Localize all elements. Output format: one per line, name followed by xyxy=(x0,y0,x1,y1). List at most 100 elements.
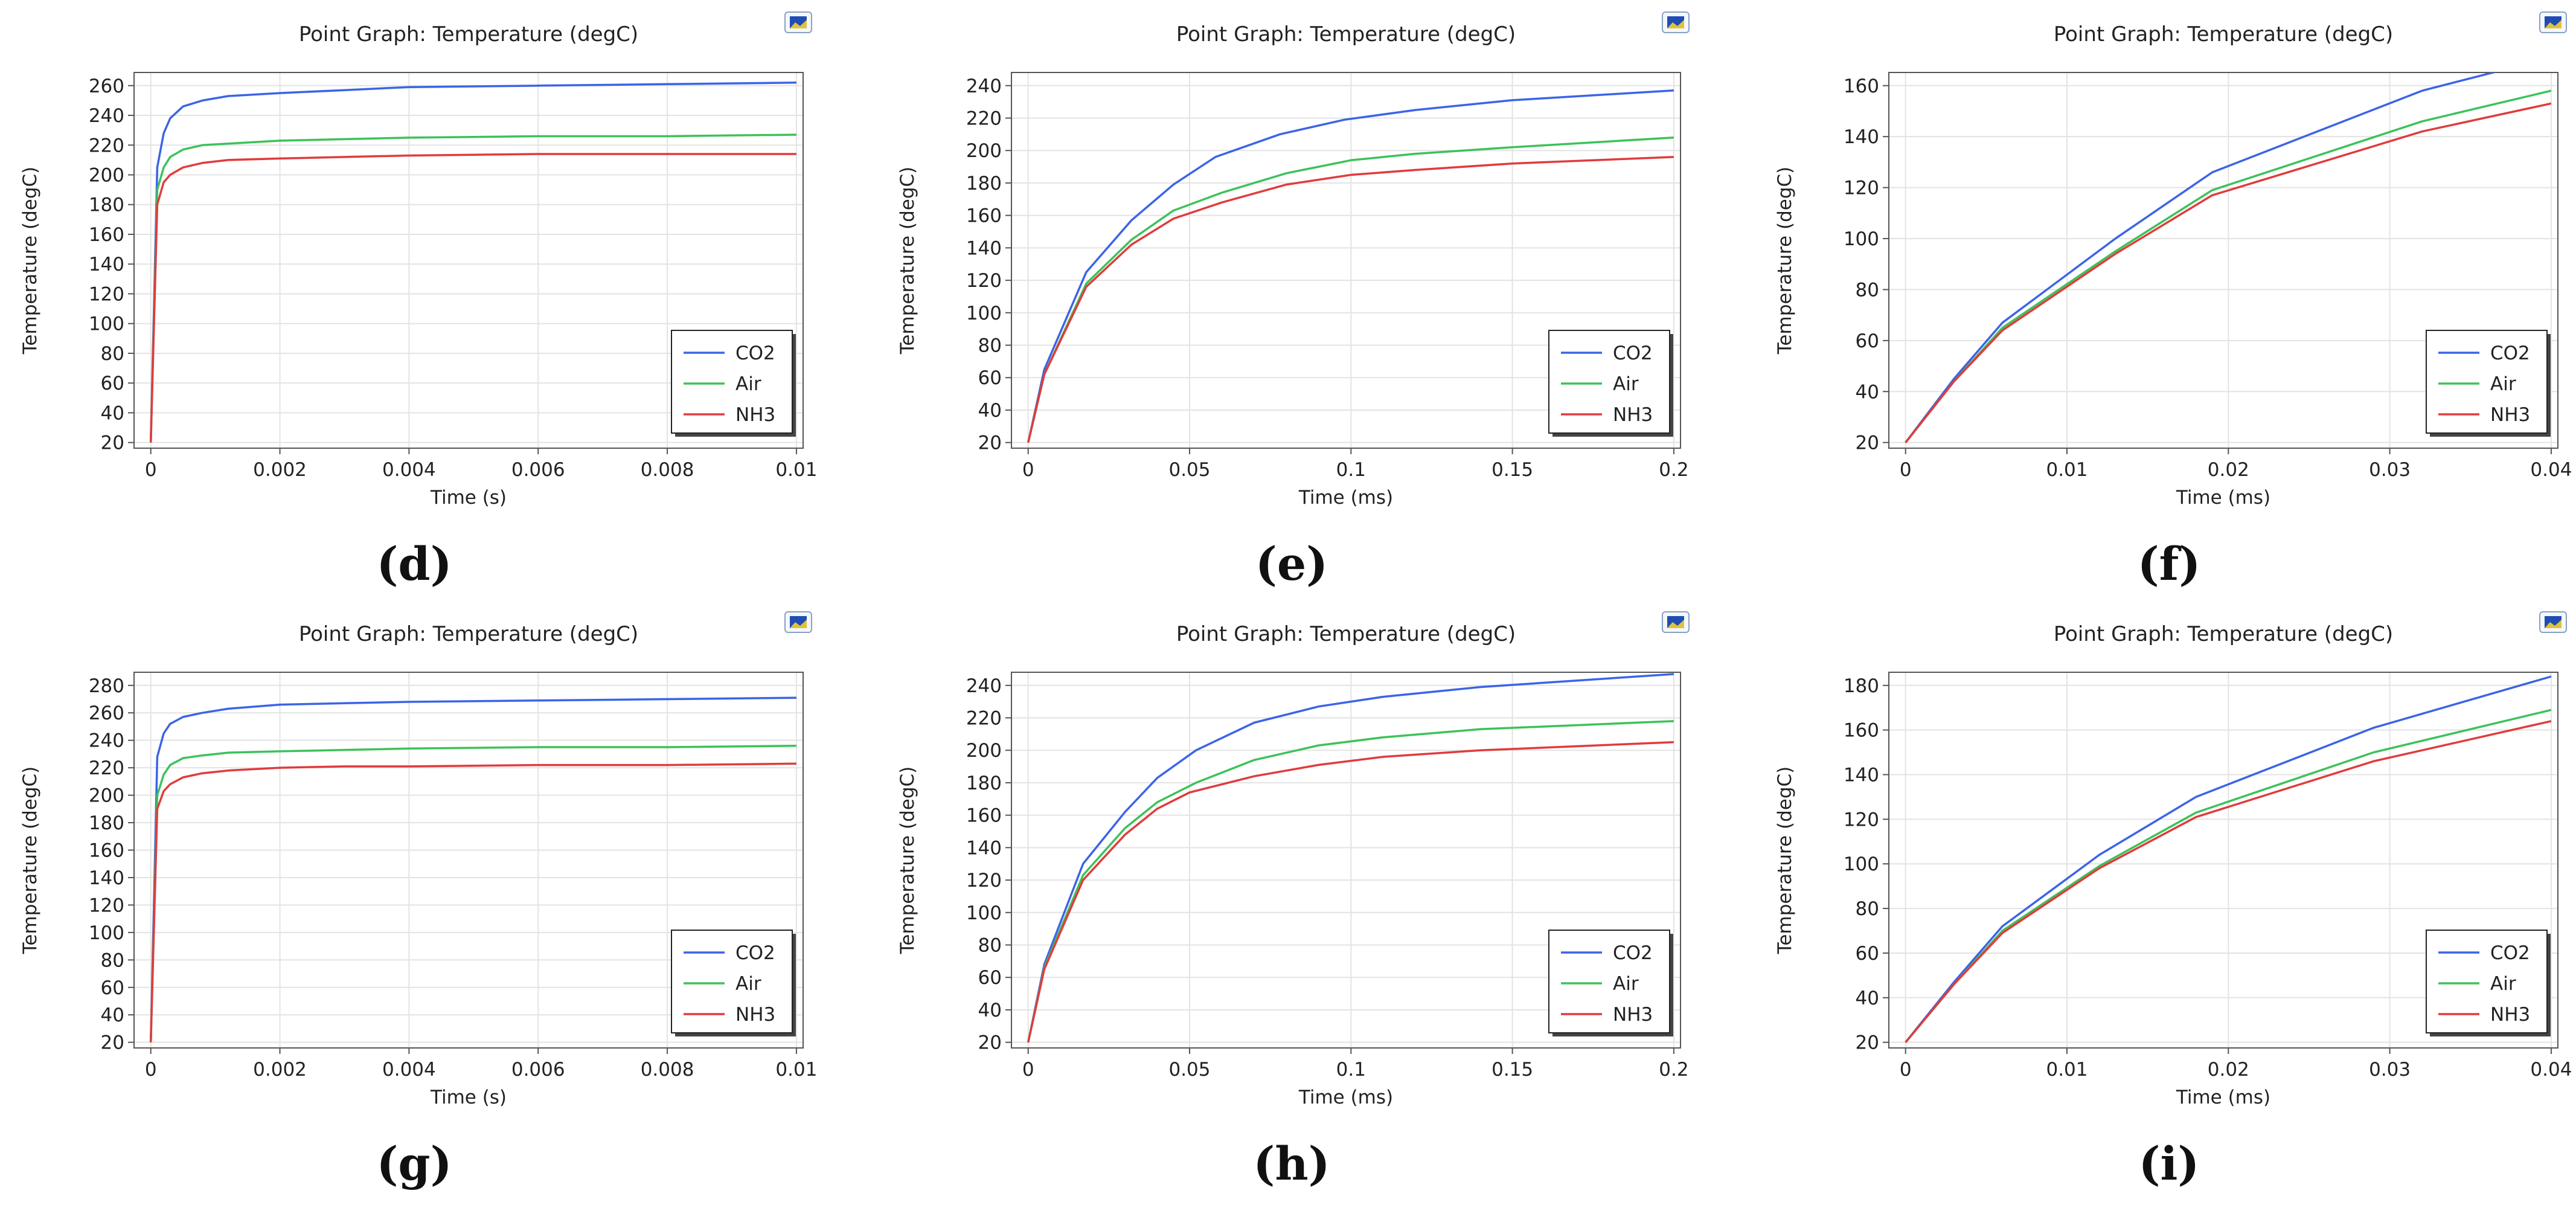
y-tick-label: 80 xyxy=(978,335,1002,357)
y-tick-label: 60 xyxy=(1856,943,1879,965)
y-tick-label: 140 xyxy=(89,254,124,275)
legend: CO2 Air NH3 xyxy=(2426,330,2551,437)
y-tick-label: 260 xyxy=(89,76,124,97)
chart-panel-2: Point Graph: Temperature (degC) 20 40 60 80 1… xyxy=(897,11,1690,591)
series-line-co2 xyxy=(1027,89,1674,443)
y-tick-label: 60 xyxy=(101,977,124,999)
legend-label: CO2 xyxy=(735,942,775,964)
y-tick-label: 120 xyxy=(966,870,1002,892)
y-tick-label: 80 xyxy=(1856,898,1879,920)
y-tick-label: 240 xyxy=(89,730,124,752)
image-export-icon[interactable] xyxy=(1662,611,1690,633)
x-tick-label: 0.2 xyxy=(1659,1059,1688,1081)
y-tick-label: 80 xyxy=(101,949,124,971)
x-tick-label: 0 xyxy=(1900,459,1912,481)
series-line-air xyxy=(149,745,796,1043)
series-group xyxy=(1027,89,1674,443)
y-tick-label: 20 xyxy=(1856,432,1879,454)
legend-label: NH3 xyxy=(2490,404,2530,426)
legend: CO2 Air NH3 xyxy=(2426,930,2551,1036)
x-tick-label: 0.04 xyxy=(2530,1059,2572,1081)
y-tick-label: 120 xyxy=(1844,809,1879,830)
legend-label: CO2 xyxy=(2490,942,2530,964)
legend-label: NH3 xyxy=(1613,1004,1653,1026)
series-line-air xyxy=(149,133,796,443)
panel-caption: (g) xyxy=(376,1137,452,1190)
y-tick-label: 180 xyxy=(966,773,1002,794)
legend-label: NH3 xyxy=(735,404,775,426)
x-tick-label: 0.008 xyxy=(641,459,694,481)
chart-panel-5: Point Graph: Temperature (degC) 20 40 60 80 1… xyxy=(897,611,1690,1190)
y-axis-label: Temperature (degC) xyxy=(19,167,41,355)
y-tick-label: 260 xyxy=(89,702,124,724)
y-tick-label: 20 xyxy=(101,1032,124,1054)
series-line-nh3 xyxy=(149,153,796,443)
chart-panel-3: Point Graph: Temperature (degC) 20 40 60 80 1… xyxy=(1774,11,2572,591)
panel-caption: (i) xyxy=(2139,1137,2200,1190)
legend-label: Air xyxy=(735,973,761,995)
x-tick-label: 0 xyxy=(145,459,157,481)
y-tick-label: 160 xyxy=(1844,76,1879,97)
legend-label: NH3 xyxy=(2490,1004,2530,1026)
image-export-icon[interactable] xyxy=(2539,11,2567,33)
chart-title: Point Graph: Temperature (degC) xyxy=(1176,22,1516,47)
x-tick-label: 0.004 xyxy=(382,1059,436,1081)
y-tick-label: 100 xyxy=(89,922,124,944)
image-export-icon[interactable] xyxy=(2539,611,2567,633)
x-tick-label: 0.008 xyxy=(641,1059,694,1081)
image-export-icon[interactable] xyxy=(1662,11,1690,33)
series-line-co2 xyxy=(1905,675,2552,1043)
series-group xyxy=(1027,673,1674,1043)
x-tick-label: 0.15 xyxy=(1491,1059,1533,1081)
x-axis-label: Time (ms) xyxy=(1298,1087,1393,1108)
legend-label: NH3 xyxy=(1613,404,1653,426)
chart-title: Point Graph: Temperature (degC) xyxy=(2054,22,2393,47)
series-line-nh3 xyxy=(149,762,796,1043)
image-export-icon[interactable] xyxy=(784,11,812,33)
y-tick-label: 180 xyxy=(1844,675,1879,697)
y-tick-label: 100 xyxy=(1844,853,1879,875)
y-tick-label: 220 xyxy=(966,108,1002,129)
series-group xyxy=(1905,675,2552,1043)
x-axis-label: Time (s) xyxy=(430,487,507,509)
series-line-air xyxy=(1027,720,1674,1043)
y-tick-label: 120 xyxy=(89,895,124,916)
plot-frame xyxy=(1011,672,1681,1049)
x-tick-label: 0.01 xyxy=(775,459,817,481)
legend-label: Air xyxy=(2490,973,2516,995)
x-axis-label: Time (ms) xyxy=(2176,487,2270,509)
x-tick-label: 0.01 xyxy=(2046,1059,2087,1081)
y-tick-label: 120 xyxy=(89,283,124,305)
legend-label: CO2 xyxy=(2490,342,2530,364)
chart-title: Point Graph: Temperature (degC) xyxy=(299,622,638,646)
x-tick-label: 0.006 xyxy=(511,459,565,481)
y-tick-label: 200 xyxy=(966,140,1002,162)
y-tick-label: 220 xyxy=(89,135,124,156)
x-tick-label: 0.03 xyxy=(2369,459,2411,481)
plot-frame xyxy=(1888,72,2558,449)
y-tick-label: 200 xyxy=(89,785,124,807)
series-group xyxy=(149,696,796,1043)
x-tick-label: 0.05 xyxy=(1168,459,1210,481)
y-tick-label: 240 xyxy=(89,105,124,127)
series-line-nh3 xyxy=(1027,156,1674,443)
legend-label: CO2 xyxy=(1613,342,1653,364)
series-line-co2 xyxy=(149,696,796,1043)
x-tick-label: 0.05 xyxy=(1168,1059,1210,1081)
chart-panel-6: Point Graph: Temperature (degC) 20 40 60 80 1… xyxy=(1774,611,2572,1190)
y-tick-label: 160 xyxy=(89,840,124,861)
y-tick-label: 180 xyxy=(89,812,124,834)
y-tick-label: 60 xyxy=(978,967,1002,989)
y-tick-label: 140 xyxy=(966,837,1002,859)
y-tick-label: 140 xyxy=(966,237,1002,259)
legend-label: CO2 xyxy=(735,342,775,364)
image-export-icon[interactable] xyxy=(784,611,812,633)
y-tick-label: 60 xyxy=(978,367,1002,389)
legend-label: CO2 xyxy=(1613,942,1653,964)
y-tick-label: 20 xyxy=(978,1032,1002,1054)
y-tick-label: 40 xyxy=(101,1004,124,1026)
y-tick-label: 120 xyxy=(966,270,1002,292)
y-tick-label: 240 xyxy=(966,675,1002,697)
y-tick-label: 80 xyxy=(978,935,1002,957)
legend-label: NH3 xyxy=(735,1004,775,1026)
